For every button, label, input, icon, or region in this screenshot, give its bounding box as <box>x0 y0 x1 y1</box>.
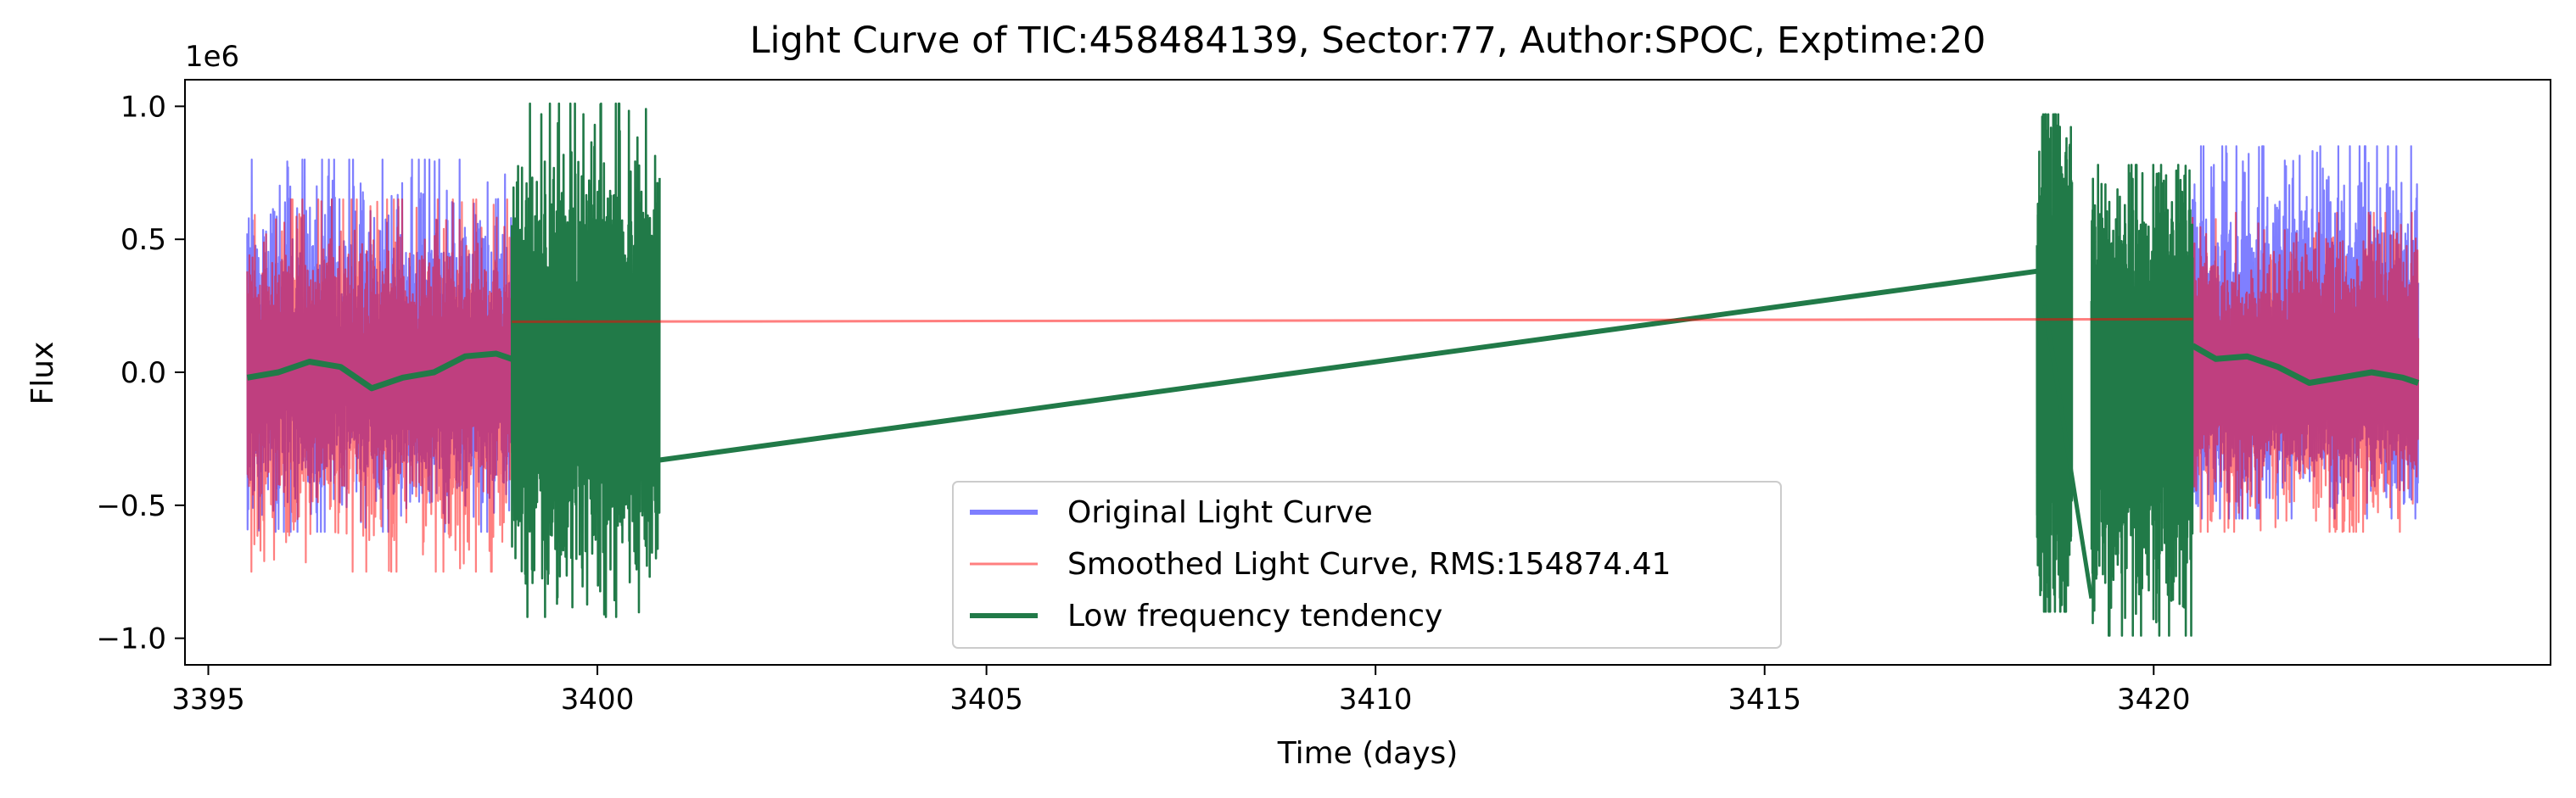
smoothed-curve-band-0 <box>246 198 513 573</box>
chart-title: Light Curve of TIC:458484139, Sector:77,… <box>750 20 1986 62</box>
x-tick-label: 3415 <box>1728 683 1801 717</box>
trend-connector-line-2 <box>2042 305 2094 599</box>
trend-line-right <box>2191 343 2420 386</box>
y-tick-label: −0.5 <box>96 489 166 523</box>
y-offset-label: 1e6 <box>185 40 239 74</box>
trend-dense-band-2 <box>2090 164 2194 637</box>
x-axis-label: Time (days) <box>1277 736 1459 771</box>
x-tick-label: 3405 <box>949 683 1023 717</box>
legend-label-smoothed: Smoothed Light Curve, RMS:154874.41 <box>1067 547 1671 582</box>
y-axis: −1.0 −0.5 0.0 0.5 1.0 <box>96 90 185 656</box>
smoothed-curve-band-1 <box>2192 211 2420 533</box>
plot-area <box>246 102 2420 637</box>
legend: Original Light Curve Smoothed Light Curv… <box>952 481 1782 649</box>
trend-dense-band-0 <box>510 102 661 618</box>
trend-dense-band-1 <box>2036 113 2074 613</box>
smoothed-constant-line <box>512 317 2193 323</box>
legend-box <box>952 481 1782 649</box>
trend-connector-line <box>658 268 2038 463</box>
y-tick-label: 0.5 <box>120 223 166 257</box>
y-tick-label: 0.0 <box>120 356 166 390</box>
y-axis-label: Flux <box>25 342 60 405</box>
x-tick-label: 3420 <box>2117 683 2191 717</box>
x-tick-label: 3395 <box>171 683 245 717</box>
x-tick-label: 3410 <box>1339 683 1413 717</box>
x-tick-label: 3400 <box>561 683 635 717</box>
legend-label-original: Original Light Curve <box>1067 495 1373 530</box>
legend-label-trend: Low frequency tendency <box>1067 599 1442 633</box>
y-tick-label: −1.0 <box>96 622 166 656</box>
y-tick-label: 1.0 <box>120 90 166 124</box>
x-axis: 3395 3400 3405 3410 3415 3420 <box>171 665 2191 717</box>
trend-line-left <box>246 350 513 392</box>
